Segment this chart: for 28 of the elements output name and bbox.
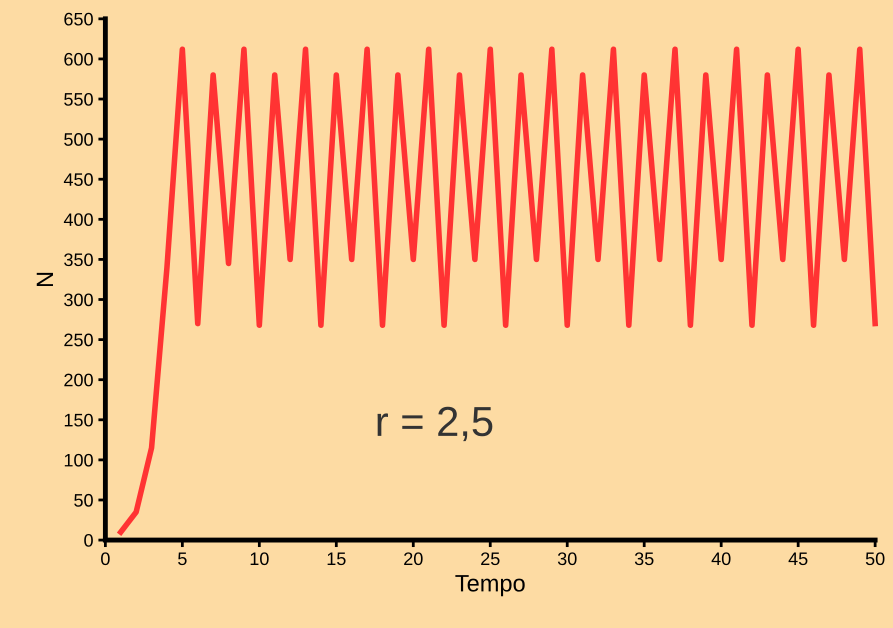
x-axis-title: Tempo (455, 575, 525, 596)
y-tick-label: 450 (64, 173, 93, 186)
x-tick-label: 50 (866, 552, 884, 566)
x-tick-label: 10 (250, 552, 269, 566)
x-tick-label: 30 (558, 552, 577, 566)
y-tick-label: 200 (64, 374, 93, 386)
x-tick-label: 0 (101, 552, 110, 566)
x-tick-label: 40 (712, 552, 731, 566)
x-tick-label: 5 (178, 552, 187, 566)
y-tick-label: 550 (64, 92, 93, 106)
y-tick-label: 400 (64, 213, 93, 226)
x-tick-label: 45 (788, 552, 808, 566)
x-tick-label: 35 (634, 552, 654, 566)
x-tick-label: 15 (328, 552, 346, 566)
y-tick-label: 500 (64, 133, 93, 146)
annotation: r = 2,5 (378, 406, 492, 442)
x-tick-label: 25 (481, 552, 500, 566)
y-tick-label: 150 (64, 414, 93, 427)
y-tick-label: 250 (64, 334, 93, 346)
y-tick-label: 600 (64, 52, 93, 66)
y-tick-label: 650 (64, 12, 93, 26)
y-tick-label: 300 (64, 293, 93, 306)
y-tick-label: 350 (64, 253, 93, 266)
y-tick-label: 0 (84, 534, 93, 547)
y-tick-label: 50 (74, 494, 93, 507)
y-axis-title: N (36, 272, 53, 286)
x-tick-label: 20 (404, 552, 423, 566)
y-tick-label: 100 (64, 454, 93, 467)
